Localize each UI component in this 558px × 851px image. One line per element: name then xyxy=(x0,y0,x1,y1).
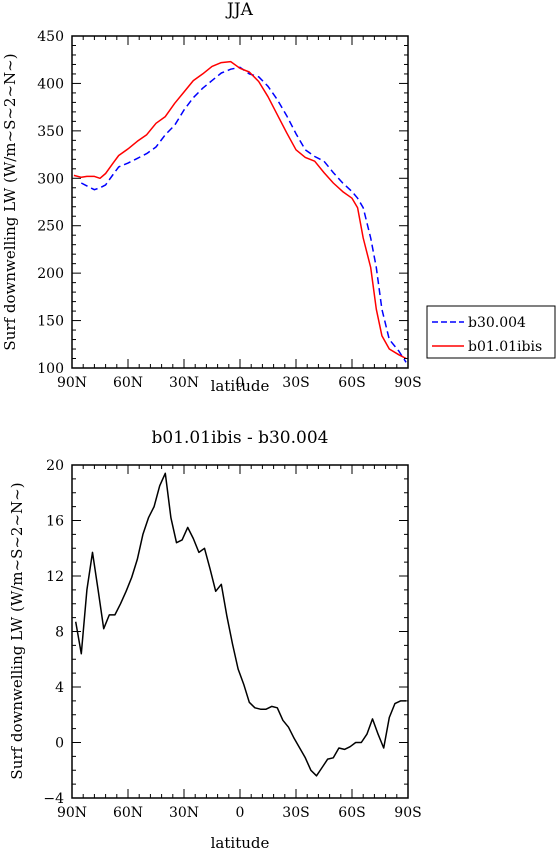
y-tick-label: −4 xyxy=(43,791,64,807)
x-tick-label: 90S xyxy=(394,805,421,821)
y-tick-label: 12 xyxy=(46,569,64,585)
y-tick-label: 16 xyxy=(46,514,64,530)
y-tick-label: 20 xyxy=(46,458,64,474)
plot-frame xyxy=(71,35,409,369)
x-tick-label: 0 xyxy=(236,805,245,821)
legend-label-b30-004: b30.004 xyxy=(468,315,526,331)
plot-frame xyxy=(71,464,409,799)
legend-box xyxy=(426,305,556,359)
x-tick-label: 30N xyxy=(169,805,199,821)
y-axis-title: Surf downwelling LW (W/m~S~2~N~) xyxy=(1,53,19,350)
bottom-panel: b01.01ibis - b30.004 −4 0 4 8 12 16 20 90N 60N 3… xyxy=(8,428,422,851)
x-tick-label: 90N xyxy=(57,805,87,821)
x-tick-label: 60S xyxy=(338,805,365,821)
y-tick-label: 450 xyxy=(37,29,64,45)
x-tick-label: 60S xyxy=(338,375,365,391)
x-axis-title: latitude xyxy=(211,377,270,395)
chart-title: JJA xyxy=(225,0,254,20)
x-tick-label: 30S xyxy=(282,805,309,821)
chart-title: b01.01ibis - b30.004 xyxy=(152,428,329,448)
x-axis-title: latitude xyxy=(211,834,270,851)
y-tick-label: 8 xyxy=(55,625,64,641)
y-tick-label: 350 xyxy=(37,124,64,140)
y-tick-label: 250 xyxy=(37,219,64,235)
y-tick-label: 100 xyxy=(37,361,64,377)
y-tick-label: 0 xyxy=(55,736,64,752)
x-tick-label: 60N xyxy=(113,805,143,821)
y-tick-label: 150 xyxy=(37,314,64,330)
legend: b30.004 b01.01ibis xyxy=(426,305,556,359)
top-panel: JJA 100 150 200 250 300 350 400 450 90N 60N 30N 0 3… xyxy=(1,0,422,395)
y-axis-title: Surf downwelling LW (W/m~S~2~N~) xyxy=(8,482,26,779)
x-tick-label: 30S xyxy=(282,375,309,391)
series-line-b30-004 xyxy=(80,66,407,363)
legend-label-b01-01ibis: b01.01ibis xyxy=(468,339,542,355)
y-tick-label: 4 xyxy=(55,680,64,696)
x-tick-label: 30N xyxy=(169,375,199,391)
y-tick-label: 400 xyxy=(37,76,64,92)
x-tick-label: 90S xyxy=(394,375,421,391)
x-tick-label: 90N xyxy=(57,375,87,391)
series-line-difference xyxy=(74,472,407,777)
x-tick-label: 0 xyxy=(236,375,245,391)
series-line-b01-01ibis xyxy=(73,60,407,360)
y-tick-label: 300 xyxy=(37,171,64,187)
x-tick-label: 60N xyxy=(113,375,143,391)
y-tick-label: 200 xyxy=(37,266,64,282)
